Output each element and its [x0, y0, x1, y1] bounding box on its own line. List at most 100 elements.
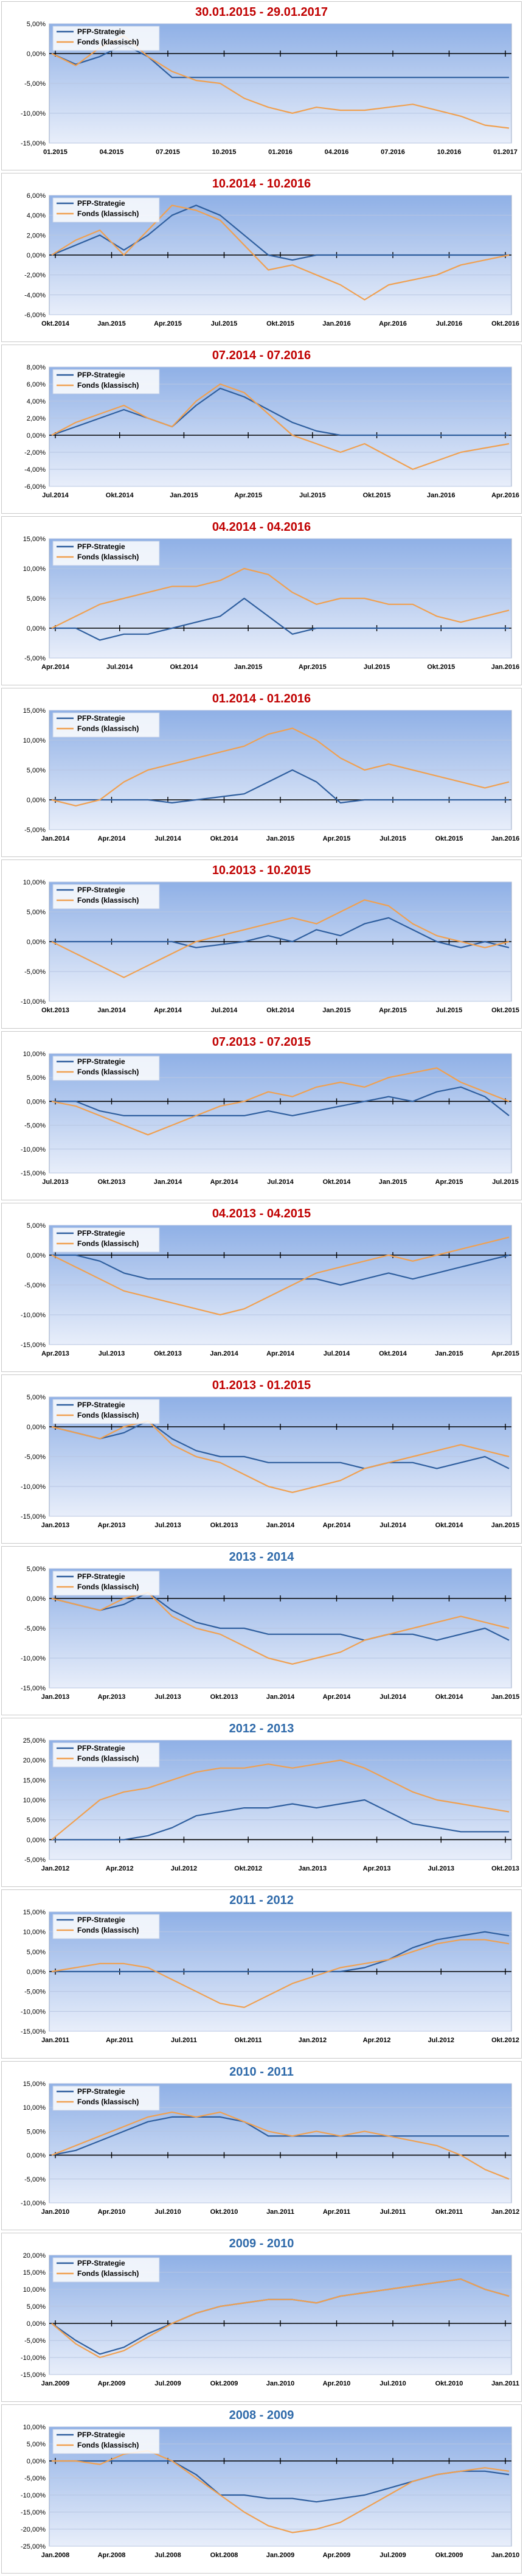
legend-label: Fonds (klassisch)	[77, 2098, 139, 2106]
x-tick-label: Apr.2015	[435, 1178, 463, 1186]
y-tick-label: -10,00%	[21, 1312, 46, 1319]
legend-label: PFP-Strategie	[77, 1401, 125, 1409]
x-tick-label: Jul.2014	[106, 663, 133, 671]
x-tick-label: Jan.2015	[97, 320, 125, 327]
x-tick-label: Jan.2009	[41, 2380, 69, 2387]
y-tick-label: 0,00%	[27, 432, 46, 439]
legend-label: Fonds (klassisch)	[77, 381, 139, 390]
y-tick-label: -5,00%	[24, 968, 46, 976]
x-tick-label: Jul.2012	[428, 2037, 454, 2044]
chart-title: 10.2014 - 10.2016	[212, 177, 311, 191]
x-tick-label: Jul.2014	[379, 1522, 406, 1529]
legend-label: Fonds (klassisch)	[77, 1068, 139, 1076]
y-tick-label: 0,00%	[27, 252, 46, 259]
y-tick-label: 10,00%	[23, 1929, 46, 1936]
legend-label: PFP-Strategie	[77, 199, 125, 208]
x-tick-label: Apr.2014	[266, 1350, 295, 1357]
x-tick-label: Jul.2013	[42, 1178, 68, 1186]
x-tick-label: Jan.2010	[41, 2208, 69, 2216]
y-tick-label: 0,00%	[27, 2320, 46, 2328]
series-line-fonds-klassisch	[51, 1939, 510, 2008]
x-tick-label: Jul.2012	[171, 1865, 197, 1872]
x-tick-label: 07.2015	[156, 149, 180, 156]
y-tick-label: 5,00%	[27, 595, 46, 603]
y-tick-label: 20,00%	[23, 1757, 46, 1765]
x-tick-label: Jan.2014	[97, 1007, 126, 1014]
x-tick-label: Okt.2013	[210, 1693, 238, 1701]
legend-box	[52, 1055, 160, 1081]
x-tick-label: Apr.2015	[299, 663, 327, 671]
x-tick-label: Apr.2015	[379, 1007, 407, 1014]
y-tick-label: -15,00%	[21, 2028, 46, 2035]
x-tick-label: Apr.2013	[98, 1693, 126, 1701]
chart-panel: 10.2013 - 10.2015 10,00% 5,00% 0,00% -5,00% -…	[1, 859, 522, 1029]
x-tick-label: Jul.2009	[379, 2552, 406, 2559]
y-tick-label: -10,00%	[21, 2492, 46, 2499]
y-tick-label: -10,00%	[21, 1655, 46, 1662]
y-tick-label: -25,00%	[21, 2543, 46, 2550]
x-tick-label: Apr.2012	[106, 1865, 134, 1872]
y-tick-label: 0,00%	[27, 625, 46, 632]
series-line-fonds-klassisch	[51, 1759, 510, 1841]
x-tick-label: Jul.2015	[211, 320, 237, 327]
y-tick-label: -15,00%	[21, 2509, 46, 2516]
y-tick-label: -5,00%	[24, 1625, 46, 1633]
legend-label: Fonds (klassisch)	[77, 896, 139, 905]
x-tick-label: Apr.2014	[98, 835, 126, 842]
y-tick-label: -4,00%	[24, 466, 46, 474]
legend-label: PFP-Strategie	[77, 1229, 125, 1237]
x-tick-label: Jul.2008	[154, 2552, 181, 2559]
legend-label: Fonds (klassisch)	[77, 209, 139, 218]
series-line-pfp-strategie	[51, 387, 509, 436]
x-tick-label: 04.2016	[325, 149, 349, 156]
chart-panel: 04.2014 - 04.2016 15,00% 10,00% 5,00% 0,00% -…	[1, 516, 522, 685]
series-line-pfp-strategie	[51, 2116, 509, 2156]
legend-box	[52, 2085, 160, 2111]
series-line-fonds-klassisch	[51, 2111, 510, 2180]
x-tick-label: Apr.2015	[323, 835, 351, 842]
legend-label: PFP-Strategie	[77, 2431, 125, 2439]
x-tick-label: Okt.2010	[210, 2208, 238, 2216]
x-tick-label: Jan.2011	[266, 2208, 294, 2216]
x-tick-label: Okt.2013	[491, 1865, 519, 1872]
x-tick-label: Okt.2015	[363, 492, 391, 499]
y-tick-label: -5,00%	[24, 2475, 46, 2482]
chart-panel: 2012 - 2013 25,00% 20,00% 15,00% 10,00% 5,00%…	[1, 1718, 522, 1887]
series-line-fonds-klassisch	[51, 899, 510, 978]
chart-title: 04.2014 - 04.2016	[212, 520, 311, 534]
legend-label: Fonds (klassisch)	[77, 2269, 139, 2278]
x-tick-label: Apr.2011	[106, 2037, 133, 2044]
legend-label: PFP-Strategie	[77, 2259, 125, 2267]
legend-label: PFP-Strategie	[77, 886, 125, 894]
legend-box	[52, 2429, 160, 2454]
y-tick-label: 5,00%	[27, 2441, 46, 2448]
y-tick-label: 0,00%	[27, 2458, 46, 2465]
x-tick-label: Okt.2014	[435, 1693, 464, 1701]
y-tick-label: 10,00%	[23, 2104, 46, 2112]
legend-label: PFP-Strategie	[77, 714, 125, 723]
x-tick-label: Apr.2008	[98, 2552, 126, 2559]
y-tick-label: 2,00%	[27, 415, 46, 422]
y-tick-label: 20,00%	[23, 2252, 46, 2259]
x-tick-label: Jul.2013	[428, 1865, 454, 1872]
y-tick-label: -2,00%	[24, 449, 46, 457]
x-tick-label: 04.2015	[100, 149, 124, 156]
chart-panel: 07.2013 - 07.2015 10,00% 5,00% 0,00% -5,00% -…	[1, 1031, 522, 1200]
x-tick-label: Jul.2014	[211, 1007, 238, 1014]
x-tick-label: Apr.2015	[154, 320, 182, 327]
x-tick-label: Jul.2010	[154, 2208, 181, 2216]
x-tick-label: Okt.2014	[435, 1522, 464, 1529]
y-tick-label: 0,00%	[27, 2152, 46, 2160]
x-tick-label: Jul.2011	[171, 2037, 197, 2044]
legend-label: Fonds (klassisch)	[77, 1239, 139, 1248]
y-tick-label: 5,00%	[27, 1566, 46, 1573]
y-tick-label: -6,00%	[24, 312, 46, 319]
chart-panel: 10.2014 - 10.2016 6,00% 4,00% 2,00% 0,00% -2,…	[1, 173, 522, 342]
chart-svg: 20,00% 15,00% 10,00% 5,00% 0,00% -5,00% -10,00…	[21, 2252, 519, 2387]
chart-title: 04.2013 - 04.2015	[212, 1207, 311, 1220]
x-tick-label: Jan.2011	[491, 2380, 519, 2387]
chart-title: 2008 - 2009	[229, 2409, 294, 2422]
y-tick-label: -5,00%	[24, 1122, 46, 1130]
y-tick-label: 15,00%	[23, 2081, 46, 2088]
series-line-pfp-strategie	[52, 917, 510, 948]
